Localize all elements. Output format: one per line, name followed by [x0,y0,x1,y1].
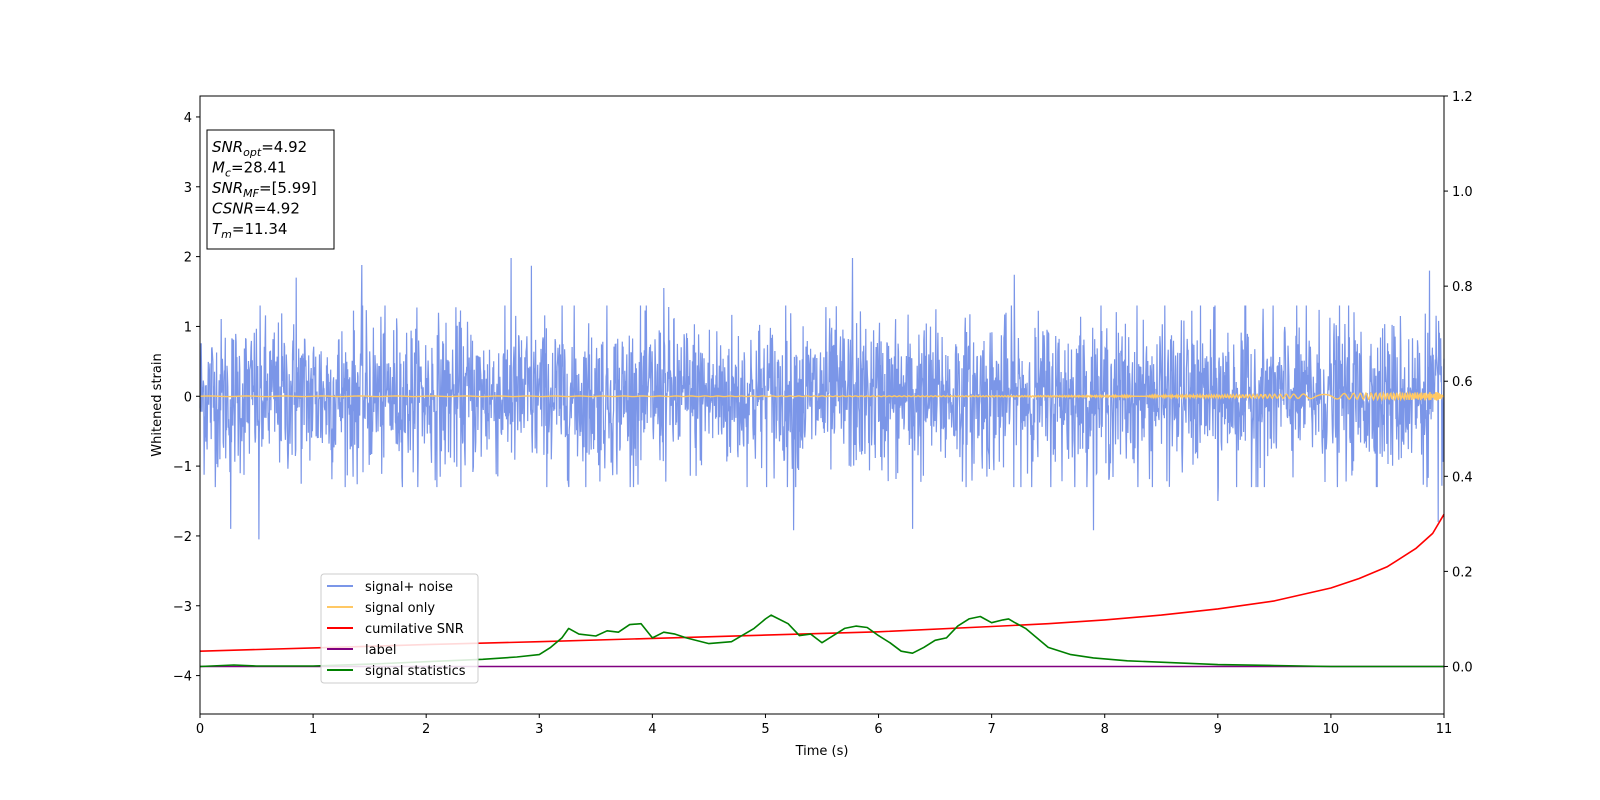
series-signal-only [199,390,1445,402]
y2-tick-label: 1.0 [1452,185,1473,200]
legend-entry: cumilative SNR [365,622,464,637]
x-axis-label: Time (s) [795,744,849,759]
x-tick-label: 11 [1436,722,1453,737]
info-line: Mc=28.41 [212,159,287,180]
x-tick-label: 9 [1214,722,1222,737]
x-tick-label: 0 [196,722,204,737]
series-signal-noise [199,257,1445,540]
x-tick-label: 3 [535,722,543,737]
axes-frame [199,95,1445,715]
y-tick-label: −2 [173,530,192,545]
y-tick-label: 4 [184,111,192,126]
info-line: Tm=11.34 [212,220,287,241]
y-tick-label: 1 [184,320,192,335]
y-tick-label: −4 [173,670,192,685]
y2-tick-label: 0.6 [1452,375,1473,390]
ticks: 0 1 2 3 4 5 6 7 8 9 10 11 −4 −3 −2 −1 0 1 2 3 4 0.0 0.2 0.4 0.6 0… [173,90,1473,737]
x-tick-label: 6 [874,722,882,737]
y2-tick-label: 0.0 [1452,660,1473,675]
legend-frame [320,573,479,684]
y2-tick-label: 0.2 [1452,565,1473,580]
series-signal-statistics [199,614,1444,668]
y2-tick-label: 0.4 [1452,470,1473,485]
x-tick-label: 1 [309,722,317,737]
x-tick-label: 2 [422,722,430,737]
info-line: SNRMF=[5.99] [212,179,317,200]
y-tick-label: −3 [173,600,192,615]
y-tick-label: 3 [184,181,192,196]
y-tick-label: 2 [184,251,192,266]
info-line: CSNR=4.92 [212,200,300,218]
x-tick-label: 8 [1101,722,1109,737]
legend-entry: signal only [365,601,435,616]
info-line: SNRopt=4.92 [212,138,307,159]
legend-entry: label [365,643,396,658]
x-tick-label: 7 [987,722,995,737]
x-tick-label: 10 [1323,722,1340,737]
legend-entry: signal+ noise [365,580,453,595]
x-tick-label: 5 [761,722,769,737]
y2-tick-label: 1.2 [1452,90,1473,105]
info-box: SNRopt=4.92Mc=28.41SNRMF=[5.99]CSNR=4.92… [206,129,335,250]
y2-tick-label: 0.8 [1452,280,1473,295]
y-axis-label: Whitened strain [150,353,165,456]
series-cumulative-snr [199,513,1445,652]
info-box-frame [206,129,335,250]
legend-entry: signal statistics [365,664,466,679]
y-tick-label: 0 [184,390,192,405]
x-tick-label: 4 [648,722,656,737]
y-tick-label: −1 [173,460,192,475]
legend: signal+ noise signal only cumilative SNR la… [320,573,479,684]
